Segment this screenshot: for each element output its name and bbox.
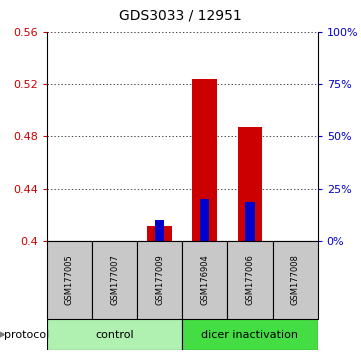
Bar (182, 241, 227, 319)
Text: GSM177005: GSM177005 (65, 254, 74, 305)
Bar (47, 319, 182, 350)
Text: GSM177006: GSM177006 (245, 254, 255, 305)
Text: GSM176904: GSM176904 (200, 254, 209, 305)
Bar (192, 79, 217, 241)
Text: control: control (95, 330, 134, 339)
Bar (227, 241, 273, 319)
Bar (182, 319, 318, 350)
Bar (238, 127, 262, 241)
Bar (92, 241, 137, 319)
Bar (137, 241, 182, 319)
Text: GSM177009: GSM177009 (155, 254, 164, 305)
Bar (155, 220, 164, 241)
Bar (273, 241, 318, 319)
Bar (147, 226, 172, 241)
Bar (47, 241, 92, 319)
Bar (245, 201, 255, 241)
Text: dicer inactivation: dicer inactivation (201, 330, 299, 339)
Bar (200, 199, 209, 241)
Text: GSM177008: GSM177008 (291, 254, 300, 305)
Text: GSM177007: GSM177007 (110, 254, 119, 305)
Text: protocol: protocol (4, 330, 49, 339)
Text: GDS3033 / 12951: GDS3033 / 12951 (119, 9, 242, 23)
